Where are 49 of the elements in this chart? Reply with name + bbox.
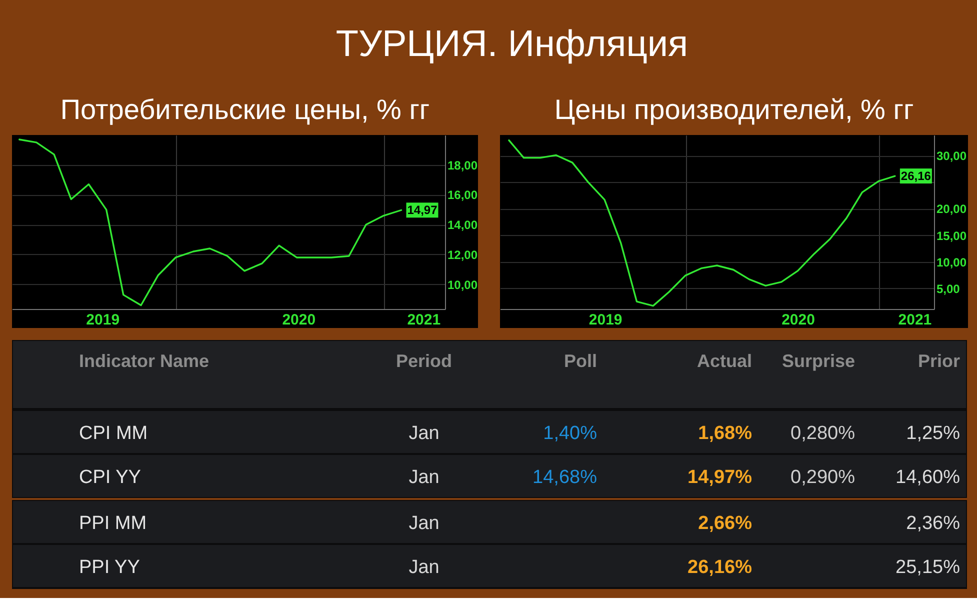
text: ТУРЦИЯ. Инфляция — [336, 23, 688, 64]
y-tick-label: 20,00 — [936, 202, 967, 216]
category-label: Poll — [564, 351, 597, 371]
text: Jan — [408, 513, 440, 534]
text: Jan — [408, 467, 440, 488]
text: PPI MM — [79, 513, 147, 534]
category-label: Actual — [696, 351, 752, 371]
y-tick-label: 10,00 — [936, 255, 967, 270]
text: 1,40% — [543, 423, 597, 444]
text: 26,16% — [688, 557, 752, 578]
y-tick-label: 30,00 — [936, 149, 967, 164]
y-tick-label: 15,00 — [936, 228, 967, 243]
y-tick-label: 12,00 — [448, 248, 478, 262]
x-tick-label: 2019 — [588, 312, 622, 328]
x-tick-label: 2021 — [898, 312, 932, 328]
text: 14,68% — [532, 467, 597, 488]
x-tick-label: 2020 — [282, 312, 316, 328]
text: 2,66% — [698, 513, 752, 534]
x-tick-label: 2021 — [407, 312, 441, 328]
text: 1,68% — [698, 423, 752, 444]
y-tick-label: 18,00 — [448, 158, 478, 172]
category-label: Period — [396, 351, 452, 371]
text: 14,97% — [688, 467, 752, 488]
x-tick-label: 2020 — [782, 312, 815, 328]
category-label: Prior — [918, 351, 960, 371]
text: Jan — [408, 423, 440, 444]
text: 25,15% — [896, 557, 960, 578]
text: 0,290% — [790, 467, 855, 488]
category-label: Surprise — [782, 351, 855, 371]
text: 1,25% — [906, 423, 960, 444]
text: Jan — [408, 557, 440, 578]
data-label: 14,97 — [407, 203, 438, 218]
data-label: 26,16 — [900, 169, 932, 184]
chart-title: Потребительские цены, % гг — [60, 94, 430, 125]
text: 2,36% — [906, 513, 960, 534]
y-tick-label: 16,00 — [448, 188, 478, 202]
x-tick-label: 2019 — [86, 312, 120, 328]
chart-title: Цены производителей, % гг — [554, 94, 914, 125]
text: CPI YY — [79, 467, 141, 488]
text: CPI MM — [79, 423, 148, 444]
y-tick-label: 14,00 — [448, 218, 478, 232]
text: 14,60% — [896, 467, 960, 488]
line-series — [508, 139, 896, 307]
text: PPI YY — [79, 557, 140, 578]
line-series — [18, 138, 402, 306]
text: 0,280% — [790, 423, 855, 444]
y-tick-label: 10,00 — [448, 278, 478, 292]
y-tick-label: 5,00 — [936, 282, 960, 296]
category-label: Indicator Name — [79, 351, 210, 371]
